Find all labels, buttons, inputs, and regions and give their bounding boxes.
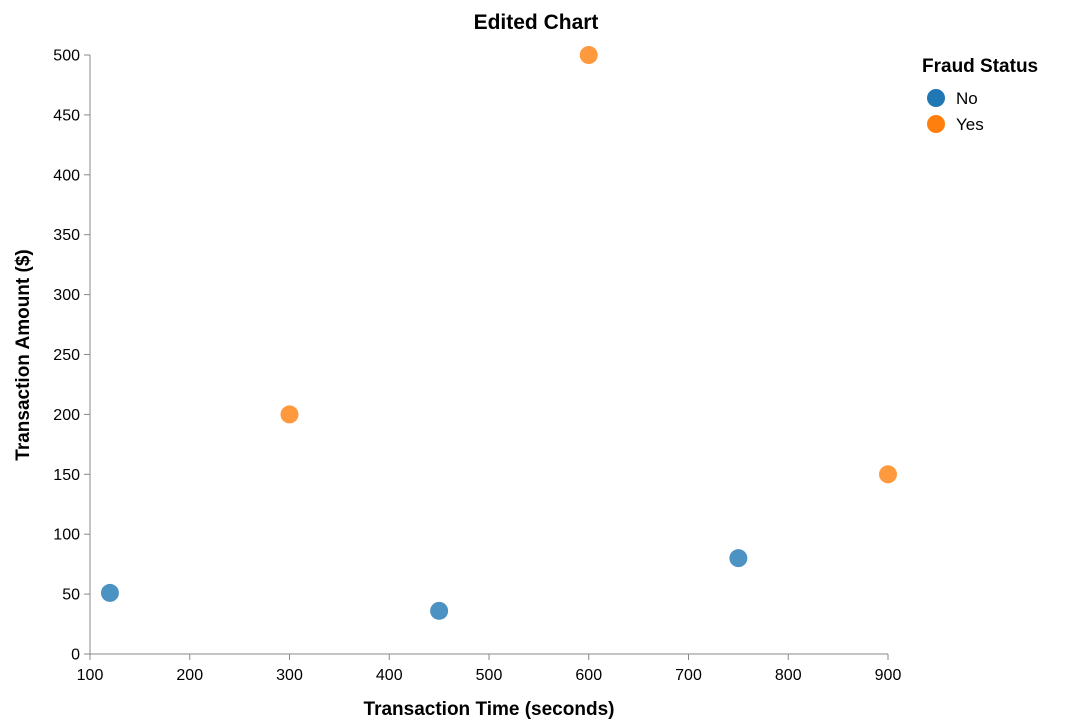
x-tick-label: 200 [176,667,203,684]
x-axis: 100 200 300 400 500 600 700 800 900 [77,653,902,684]
x-tick-label: 800 [775,667,802,684]
legend-title: Fraud Status [922,56,1038,77]
y-axis: 0 50 100 150 200 250 300 350 400 450 500 [53,48,91,664]
legend-items: No Yes [927,89,984,134]
x-tick-label: 400 [376,667,403,684]
x-tick-label: 300 [276,667,303,684]
data-point-yes [579,46,598,64]
y-tick-label: 500 [53,48,80,65]
legend-label-yes: Yes [956,115,984,134]
y-tick-label: 100 [53,527,80,544]
data-point-no [430,601,449,620]
legend-swatch-yes [927,115,945,133]
x-tick-label: 500 [476,667,503,684]
x-tick-label: 900 [875,667,902,684]
y-tick-label: 0 [71,647,80,664]
legend: Fraud Status No Yes [922,56,1038,134]
data-point-yes [879,465,897,484]
x-axis-title: Transaction Time (seconds) [364,699,615,720]
y-tick-label: 400 [53,167,80,184]
y-tick-label: 150 [53,467,80,484]
y-tick-label: 300 [53,287,80,304]
x-tick-label: 700 [675,667,702,684]
legend-label-no: No [956,89,978,108]
plot-area: 0 50 100 150 200 250 300 350 400 450 500 100 200 300… [53,46,901,684]
y-tick-label: 50 [62,587,80,604]
y-tick-label: 250 [53,347,80,364]
x-tick-label: 600 [575,667,602,684]
y-axis-title: Transaction Amount ($) [13,249,34,460]
legend-swatch-no [927,89,945,107]
chart-title: Edited Chart [474,11,599,34]
y-tick-label: 200 [53,407,80,424]
data-points [100,46,897,620]
x-tick-label: 100 [77,667,104,684]
y-tick-label: 350 [53,227,80,244]
data-point-no [729,549,748,568]
y-tick-label: 450 [53,107,80,124]
data-point-no [100,583,119,602]
data-point-yes [280,405,299,424]
